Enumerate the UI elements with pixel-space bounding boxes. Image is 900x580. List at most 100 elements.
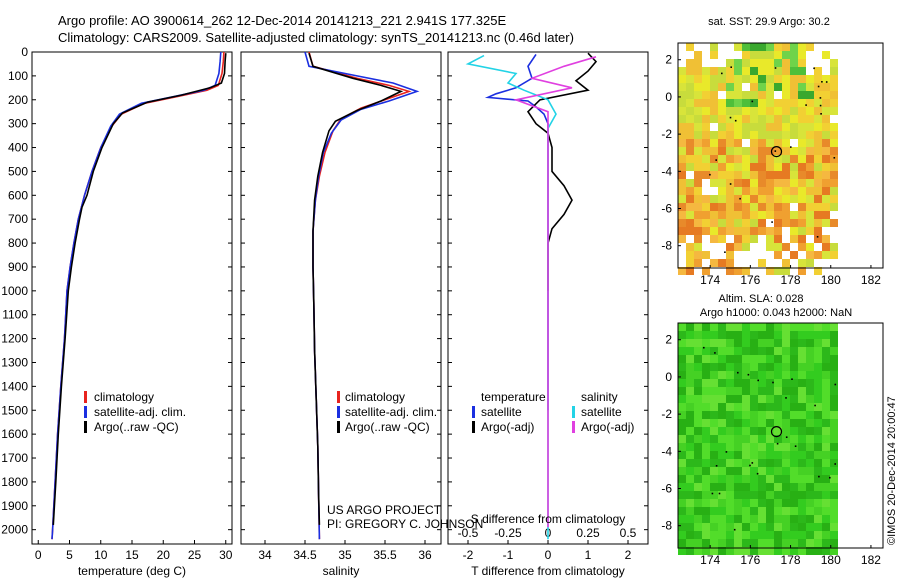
map-cell	[702, 547, 710, 555]
map-cell	[734, 523, 742, 531]
map-cell	[766, 387, 774, 395]
map-cell	[830, 419, 838, 427]
map-cell	[678, 523, 686, 531]
map-cell	[790, 379, 798, 387]
map-cell	[750, 43, 758, 51]
map-cell	[782, 491, 790, 499]
map-cell	[766, 411, 774, 419]
map-cell	[686, 475, 694, 483]
x2-tick-label: -0.5	[458, 526, 479, 540]
map-cell	[774, 75, 782, 83]
island-speck	[791, 378, 793, 380]
map-cell	[806, 379, 814, 387]
map-cell	[806, 547, 814, 555]
map-cell	[790, 475, 798, 483]
map-cell	[766, 419, 774, 427]
map-cell	[734, 459, 742, 467]
x-tick-label: 36	[418, 548, 432, 562]
map-cell	[766, 75, 774, 83]
map-cell	[790, 219, 798, 227]
map-cell	[758, 115, 766, 123]
map-cell	[790, 107, 798, 115]
map-cell	[758, 539, 766, 547]
map-cell	[694, 115, 702, 123]
argo-float-marker	[770, 146, 783, 158]
map-cell	[734, 467, 742, 475]
map-cell	[734, 123, 742, 131]
map-cell	[814, 171, 822, 179]
island-speck	[747, 373, 750, 376]
map-cell	[750, 219, 758, 227]
map-cell	[822, 523, 830, 531]
map-cell	[798, 99, 806, 107]
map-cell	[750, 523, 758, 531]
map-cell	[678, 139, 686, 147]
map-cell	[718, 155, 726, 163]
x-tick-label: 0	[545, 548, 552, 562]
island-speck	[774, 150, 777, 152]
y-tick-label: 700	[8, 212, 28, 226]
map-cell	[694, 347, 702, 355]
map-cell	[750, 331, 758, 339]
map-cell	[774, 379, 782, 387]
map-cell	[782, 347, 790, 355]
map-cell	[822, 331, 830, 339]
map-cell	[806, 187, 814, 195]
map-cell	[710, 507, 718, 515]
map-cell	[734, 235, 742, 243]
map-cell	[806, 227, 814, 235]
map-cell	[782, 371, 790, 379]
map-cell	[814, 187, 822, 195]
map-cell	[822, 243, 830, 251]
series-line-satellite-adj-clim-	[51, 51, 222, 540]
map-cell	[726, 99, 734, 107]
map-cell	[718, 147, 726, 155]
map-cell	[758, 59, 766, 67]
map-cell	[694, 531, 702, 539]
temperature-axes-frame	[31, 51, 233, 545]
map-cell	[734, 355, 742, 363]
map-cell	[766, 99, 774, 107]
map-cell	[798, 147, 806, 155]
map-cell	[726, 539, 734, 547]
map-cell	[798, 195, 806, 203]
map-cell	[814, 115, 822, 123]
map-cell	[686, 163, 694, 171]
y-tick-label: 1900	[1, 499, 28, 513]
map-cell	[830, 467, 838, 475]
map-cell	[734, 507, 742, 515]
map-cell	[686, 379, 694, 387]
map-cell	[678, 83, 686, 91]
map-cell	[726, 547, 734, 555]
map-cell	[718, 323, 726, 331]
map-cell	[718, 491, 726, 499]
map-cell	[710, 475, 718, 483]
map-cell	[726, 91, 734, 99]
map-cell	[750, 459, 758, 467]
map-cell	[830, 371, 838, 379]
project-line-1: US ARGO PROJECT	[327, 503, 442, 517]
legend-swatch-t-satellite	[472, 406, 475, 418]
map-cell	[782, 203, 790, 211]
map-cell	[742, 43, 750, 51]
map-cell	[742, 483, 750, 491]
map-cell	[726, 507, 734, 515]
map-cell	[734, 387, 742, 395]
map-cell	[710, 483, 718, 491]
map-cell	[782, 379, 790, 387]
map-cell	[750, 499, 758, 507]
map-cell	[758, 227, 766, 235]
salinity-panel: 34 34.5 35 35.5 36 climatology satellite-adj…	[240, 51, 483, 578]
map-cell	[758, 347, 766, 355]
map-cell	[750, 235, 758, 243]
map-cell	[686, 67, 694, 75]
map-cell	[790, 443, 798, 451]
map-cell	[798, 499, 806, 507]
map-cell	[758, 459, 766, 467]
map-cell	[678, 187, 686, 195]
map-cell	[686, 499, 694, 507]
map-cell	[758, 203, 766, 211]
map-cell	[766, 139, 774, 147]
map-cell	[806, 195, 814, 203]
map-cell	[790, 387, 798, 395]
